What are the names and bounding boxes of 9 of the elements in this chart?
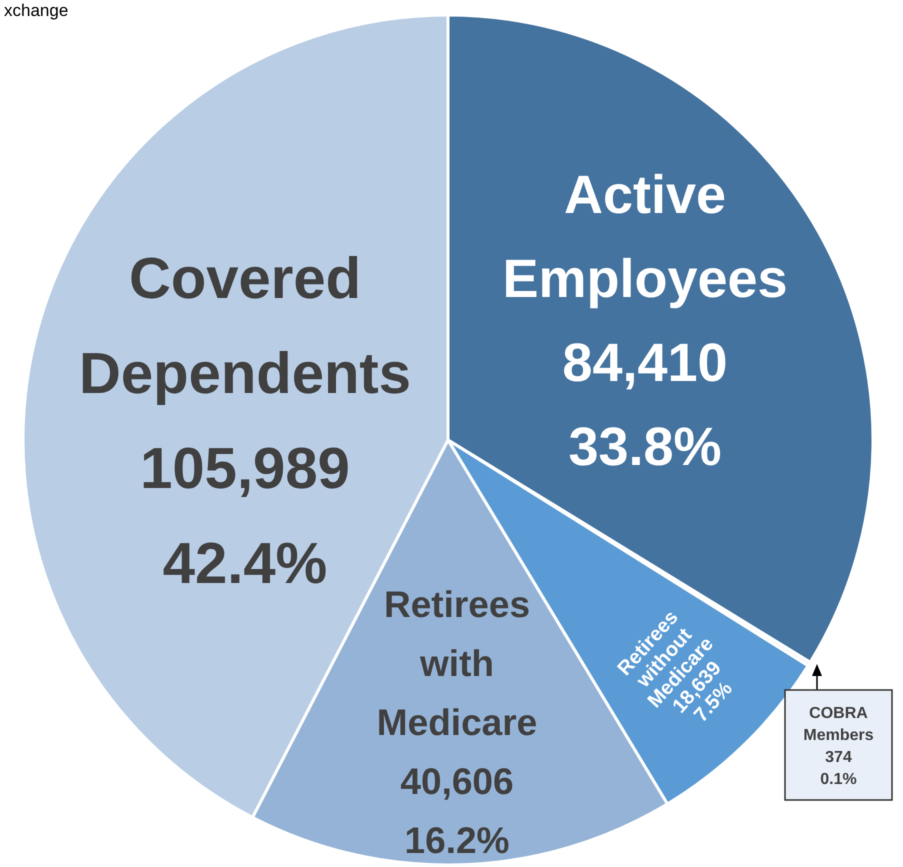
- data-label: 84,410 33.8%: [562, 332, 728, 477]
- slice-label: Active Employees: [502, 164, 788, 309]
- slice-label: COBRA Members: [803, 705, 874, 744]
- data-label: 105,989 42.4%: [140, 436, 350, 596]
- chart-title: xchange: [4, 1, 68, 20]
- data-label: 374 0.1%: [820, 749, 857, 788]
- data-label: 40,606 16.2%: [400, 760, 514, 861]
- slice-label: Retirees with Medicare: [376, 584, 538, 743]
- slice-label: Covered Dependents: [79, 246, 411, 406]
